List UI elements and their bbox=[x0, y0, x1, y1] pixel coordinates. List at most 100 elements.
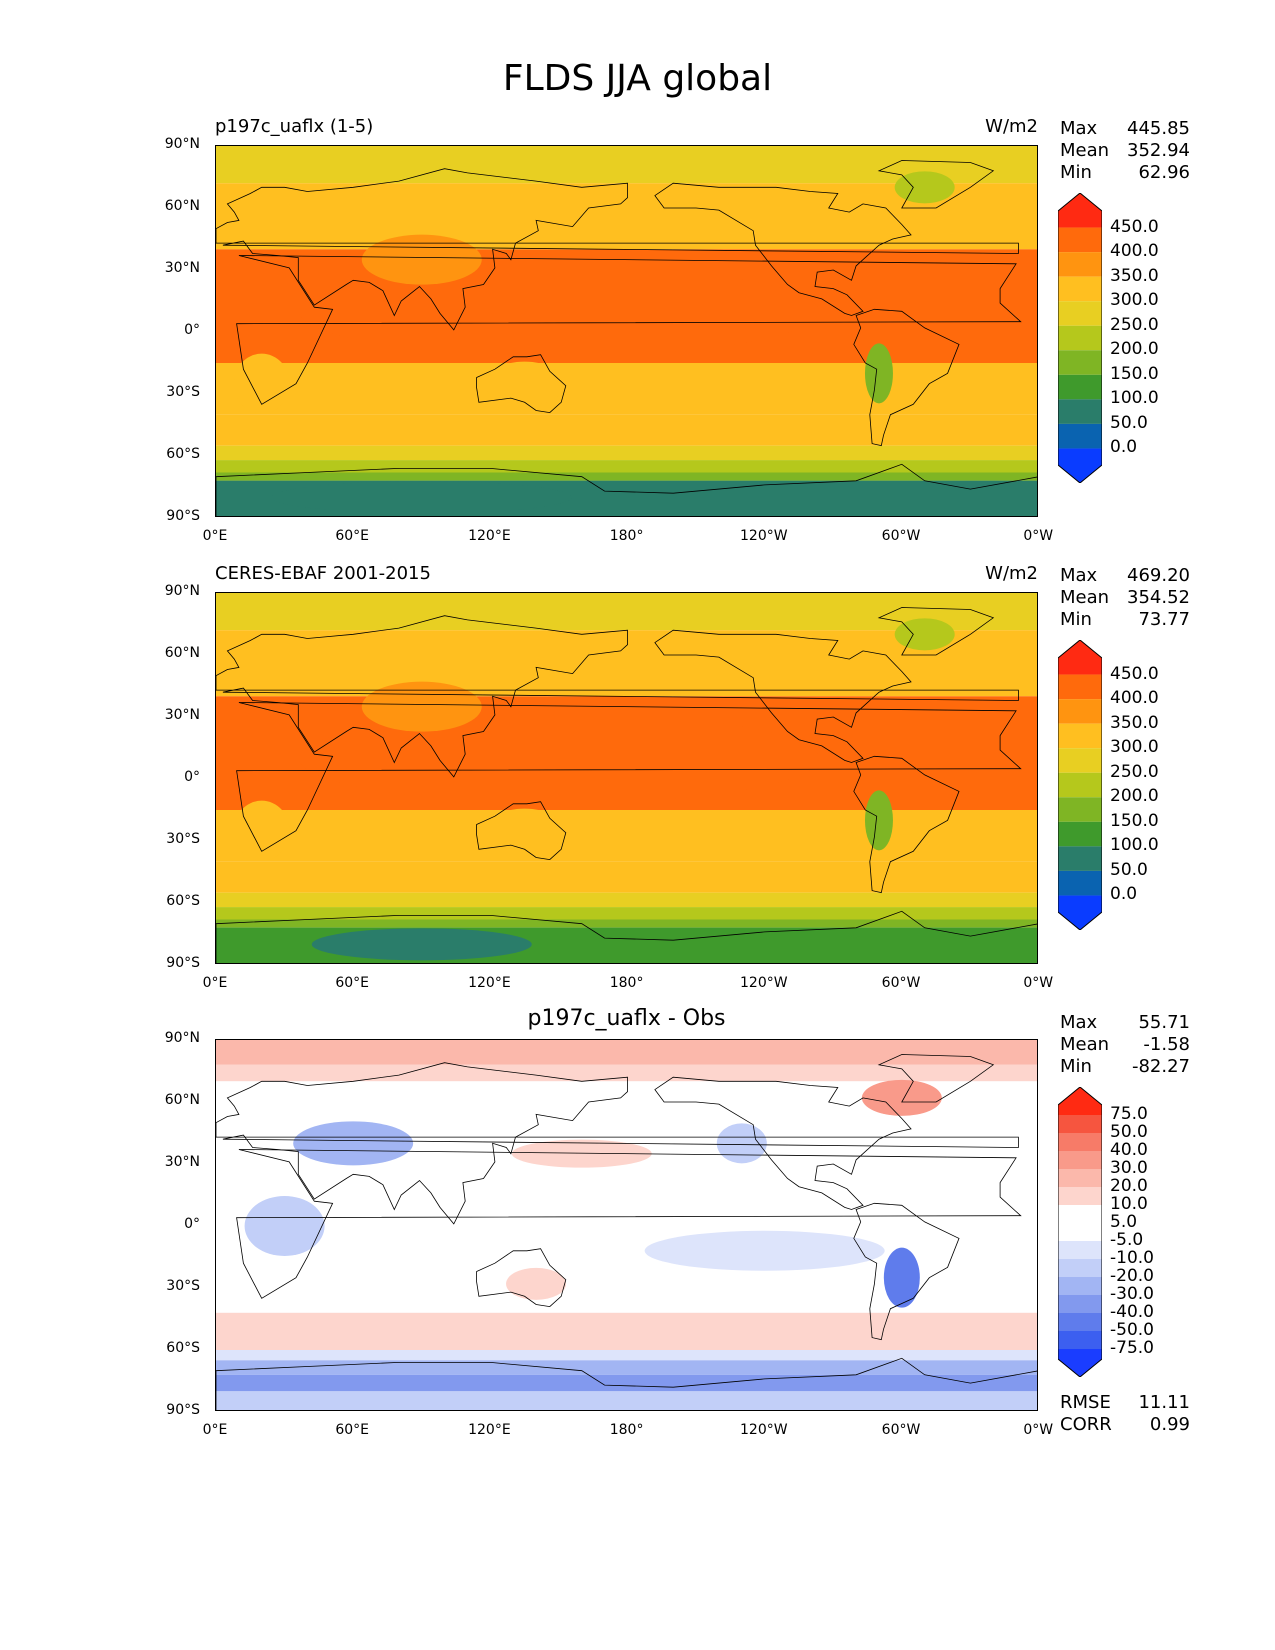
stat-min: 73.77 bbox=[1138, 609, 1190, 630]
y-tick-label: 30°N bbox=[164, 260, 200, 276]
stat-max: 55.71 bbox=[1138, 1012, 1190, 1033]
colorbar-tick-label: 0.0 bbox=[1110, 884, 1138, 905]
colorbar-tick-label: 20.0 bbox=[1110, 1176, 1148, 1196]
y-tick-label: 0° bbox=[184, 769, 200, 785]
map-panel-2: CERES-EBAF 2001-2015 W/m2 90°N 60°N 30°N 0° 30… bbox=[0, 563, 1275, 1025]
colorbar-tick-label: -10.0 bbox=[1110, 1248, 1154, 1268]
y-tick-label: 60°S bbox=[166, 893, 200, 909]
x-tick-label: 120°W bbox=[740, 975, 788, 991]
colorbar: 450.0 400.0 350.0 300.0 250.0 200.0 150.0 100.0… bbox=[1058, 640, 1159, 930]
stat-min: -82.27 bbox=[1131, 1056, 1190, 1077]
colorbar-tick-label: -5.0 bbox=[1110, 1230, 1144, 1250]
coastlines bbox=[216, 160, 1037, 516]
rmse-value: 11.11 bbox=[1138, 1392, 1190, 1413]
x-tick-label: 120°E bbox=[468, 975, 511, 991]
colorbar-tick-label: 400.0 bbox=[1110, 241, 1159, 262]
colorbar-tick-label: 150.0 bbox=[1110, 363, 1159, 384]
stat-max: 469.20 bbox=[1127, 565, 1190, 586]
x-tick-label: 60°E bbox=[335, 975, 370, 991]
colorbar-tick-label: 50.0 bbox=[1110, 859, 1148, 880]
colorbar-tick-label: 50.0 bbox=[1110, 1122, 1148, 1142]
colorbar: 450.0 400.0 350.0 300.0 250.0 200.0 150.0 100.0… bbox=[1058, 193, 1159, 483]
x-tick-label: 0°E bbox=[202, 975, 228, 991]
colorbar-tick-label: 350.0 bbox=[1110, 712, 1159, 733]
colorbar-tick-label: -75.0 bbox=[1110, 1338, 1154, 1358]
x-tick-label: 180° bbox=[609, 528, 644, 544]
stats-box: Max 445.85 Mean 352.94 Min 62.96 bbox=[1060, 118, 1190, 184]
colorbar-tick-label: 300.0 bbox=[1110, 737, 1159, 758]
x-tick-label: 0°E bbox=[202, 528, 228, 544]
x-tick-label: 60°W bbox=[881, 975, 921, 991]
y-tick-label: 30°N bbox=[164, 707, 200, 723]
y-tick-label: 30°S bbox=[166, 384, 200, 400]
map-plot bbox=[215, 145, 1038, 517]
colorbar-tick-label: -40.0 bbox=[1110, 1302, 1154, 1322]
stat-label: Mean bbox=[1060, 140, 1110, 161]
colorbar-tick-label: 5.0 bbox=[1110, 1212, 1138, 1232]
panel-center-title: p197c_uaflx - Obs bbox=[527, 1006, 726, 1031]
stat-label: Max bbox=[1060, 565, 1098, 586]
stat-label: Min bbox=[1060, 1056, 1092, 1077]
panel-units: W/m2 bbox=[985, 563, 1038, 584]
stats-box: Max 469.20 Mean 354.52 Min 73.77 bbox=[1060, 565, 1190, 631]
y-tick-label: 90°S bbox=[166, 955, 200, 971]
colorbar-tick-label: 200.0 bbox=[1110, 786, 1159, 807]
panel-left-title: CERES-EBAF 2001-2015 bbox=[215, 563, 431, 584]
corr-value: 0.99 bbox=[1149, 1414, 1190, 1435]
y-tick-label: 60°S bbox=[166, 446, 200, 462]
colorbar-tick-label: 450.0 bbox=[1110, 216, 1159, 237]
corr-label: CORR bbox=[1060, 1414, 1112, 1435]
y-tick-label: 60°N bbox=[164, 198, 200, 214]
colorbar-tick-label: 250.0 bbox=[1110, 314, 1159, 335]
y-tick-label: 30°S bbox=[166, 1278, 200, 1294]
colorbar-tick-label: 400.0 bbox=[1110, 688, 1159, 709]
x-tick-label: 0°W bbox=[1023, 975, 1054, 991]
colorbar-tick-label: 150.0 bbox=[1110, 810, 1159, 831]
colorbar-tick-label: 450.0 bbox=[1110, 663, 1159, 684]
stat-mean: 354.52 bbox=[1127, 587, 1190, 608]
stat-label: Min bbox=[1060, 609, 1092, 630]
x-tick-label: 60°E bbox=[335, 528, 370, 544]
stat-min: 62.96 bbox=[1138, 162, 1190, 183]
coastlines bbox=[216, 1054, 1037, 1410]
y-tick-label: 90°S bbox=[166, 508, 200, 524]
colorbar-tick-label: 50.0 bbox=[1110, 412, 1148, 433]
stats-box: Max 55.71 Mean -1.58 Min -82.27 bbox=[1060, 1012, 1190, 1078]
x-tick-label: 120°E bbox=[468, 528, 511, 544]
colorbar-tick-label: 300.0 bbox=[1110, 290, 1159, 311]
colorbar-tick-label: 350.0 bbox=[1110, 265, 1159, 286]
colorbar-tick-label: 10.0 bbox=[1110, 1194, 1148, 1214]
colorbar-tick-label: 250.0 bbox=[1110, 761, 1159, 782]
y-tick-label: 90°S bbox=[166, 1402, 200, 1418]
rmse-label: RMSE bbox=[1060, 1392, 1111, 1413]
y-tick-label: 0° bbox=[184, 322, 200, 338]
stat-label: Mean bbox=[1060, 587, 1110, 608]
panel-left-title: p197c_uaflx (1-5) bbox=[215, 116, 374, 137]
y-tick-label: 60°S bbox=[166, 1340, 200, 1356]
colorbar-tick-label: 40.0 bbox=[1110, 1140, 1148, 1160]
x-tick-label: 60°E bbox=[335, 1422, 370, 1438]
map-panel-3: p197c_uaflx - Obs 90°N 60°N 30°N 0° 30°S 60°S 9… bbox=[0, 1006, 1275, 1472]
y-tick-label: 90°N bbox=[164, 1030, 200, 1046]
map-panel-1: p197c_uaflx (1-5) W/m2 90°N 60°N 30°N 0° 30°S 6… bbox=[0, 116, 1275, 578]
stat-max: 445.85 bbox=[1127, 118, 1190, 139]
stat-label: Mean bbox=[1060, 1034, 1110, 1055]
colorbar-tick-label: 100.0 bbox=[1110, 388, 1159, 409]
colorbar-tick-label: -50.0 bbox=[1110, 1320, 1154, 1340]
x-tick-label: 0°W bbox=[1023, 528, 1054, 544]
x-tick-label: 180° bbox=[609, 975, 644, 991]
colorbar: 75.0 50.0 40.0 30.0 20.0 10.0 5.0 -5.0 -10.0 -20.… bbox=[1058, 1087, 1154, 1377]
map-plot bbox=[215, 592, 1038, 964]
map-plot bbox=[215, 1039, 1038, 1411]
x-tick-label: 180° bbox=[609, 1422, 644, 1438]
y-tick-label: 30°S bbox=[166, 831, 200, 847]
panel-units: W/m2 bbox=[985, 116, 1038, 137]
x-tick-label: 0°E bbox=[202, 1422, 228, 1438]
y-tick-label: 60°N bbox=[164, 1092, 200, 1108]
y-tick-label: 90°N bbox=[164, 583, 200, 599]
stat-label: Max bbox=[1060, 118, 1098, 139]
colorbar-tick-label: 100.0 bbox=[1110, 835, 1159, 856]
stat-mean: 352.94 bbox=[1127, 140, 1190, 161]
stat-label: Min bbox=[1060, 162, 1092, 183]
x-tick-label: 60°W bbox=[881, 528, 921, 544]
